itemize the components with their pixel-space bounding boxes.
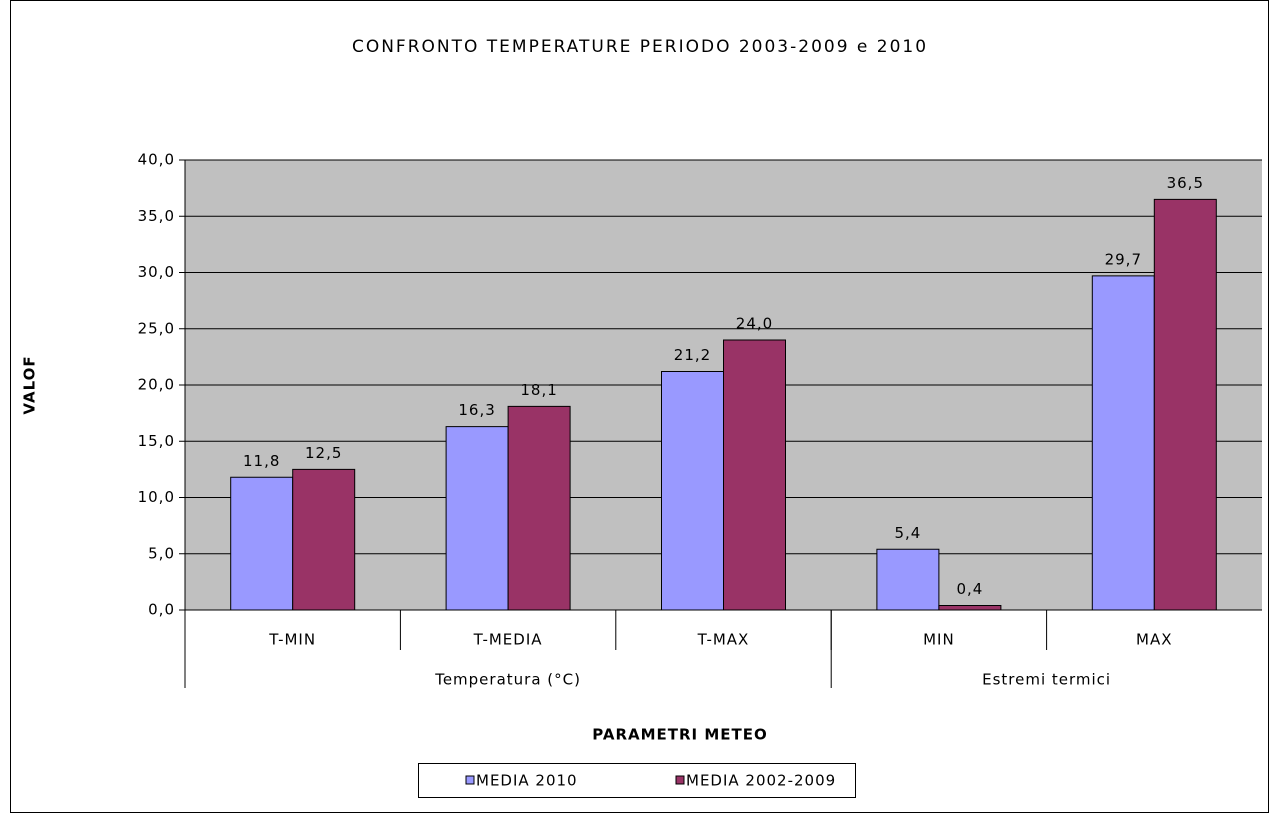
x-tick-label: T-MIN [268,631,316,649]
x-tick-label: MAX [1136,631,1172,649]
legend-label: MEDIA 2010 [476,772,578,790]
group-label: Temperatura (°C) [434,671,581,689]
y-tick-label: 15,0 [138,432,175,450]
value-label: 29,7 [1105,250,1142,268]
x-tick-label: MIN [923,631,955,649]
value-label: 0,4 [956,580,983,598]
y-tick-label: 10,0 [138,488,175,506]
y-tick-label: 0,0 [148,601,175,619]
value-label: 16,3 [458,401,495,419]
bar [230,476,294,611]
y-axis-title: VALOF [21,355,39,414]
value-label: 36,5 [1167,174,1204,192]
y-tick-label: 25,0 [138,319,175,337]
group-label: Estremi termici [982,671,1111,689]
bar [1091,275,1155,611]
bar [507,405,571,611]
bar [661,371,724,611]
x-axis-title: PARAMETRI METEO [592,726,768,744]
y-tick-label: 5,0 [148,544,175,562]
value-label: 24,0 [736,315,773,333]
value-label: 21,2 [674,346,711,364]
value-label: 12,5 [305,444,342,462]
legend-box [418,763,856,798]
y-tick-label: 30,0 [138,263,175,281]
y-tick-label: 35,0 [138,207,175,225]
bar [938,605,1002,611]
bar [876,548,940,611]
value-label: 5,4 [894,524,921,542]
x-tick-label: T-MAX [697,631,750,649]
value-label: 18,1 [520,381,557,399]
y-tick-label: 20,0 [138,376,175,394]
chart-title: CONFRONTO TEMPERATURE PERIODO 2003-2009 … [352,37,928,57]
bar [1153,198,1217,611]
y-tick-label: 40,0 [138,151,175,169]
value-label: 11,8 [243,452,280,470]
legend-swatch [465,775,475,785]
x-tick-label: T-MEDIA [473,631,543,649]
bar [723,339,786,611]
bar [292,468,356,611]
legend-swatch [675,775,685,785]
legend-label: MEDIA 2002-2009 [686,772,836,790]
bar [445,426,509,611]
